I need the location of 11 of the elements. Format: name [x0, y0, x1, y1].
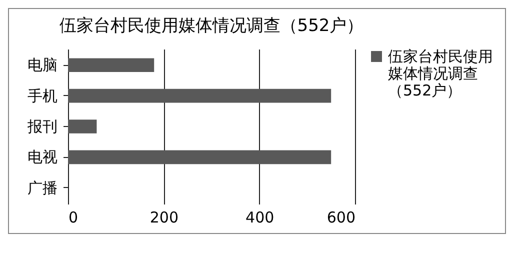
y-tick-label: 电视 [28, 148, 58, 166]
x-tick-label: 400 [246, 208, 274, 226]
x-tick-label: 200 [150, 208, 178, 226]
y-tick-label: 广播 [28, 178, 58, 197]
x-tick-label: 0 [68, 208, 78, 226]
x-tick-label: 600 [326, 208, 356, 226]
y-tick-label: 手机 [28, 86, 58, 105]
y-tick-label: 电脑 [28, 56, 58, 74]
y-tick-label: 报刊 [26, 118, 58, 136]
chart-title: 伍家台村民使用媒体情况调查（552户） [59, 16, 364, 36]
legend-label: 伍家台村民使用媒体情况调查（552户） [388, 48, 493, 100]
